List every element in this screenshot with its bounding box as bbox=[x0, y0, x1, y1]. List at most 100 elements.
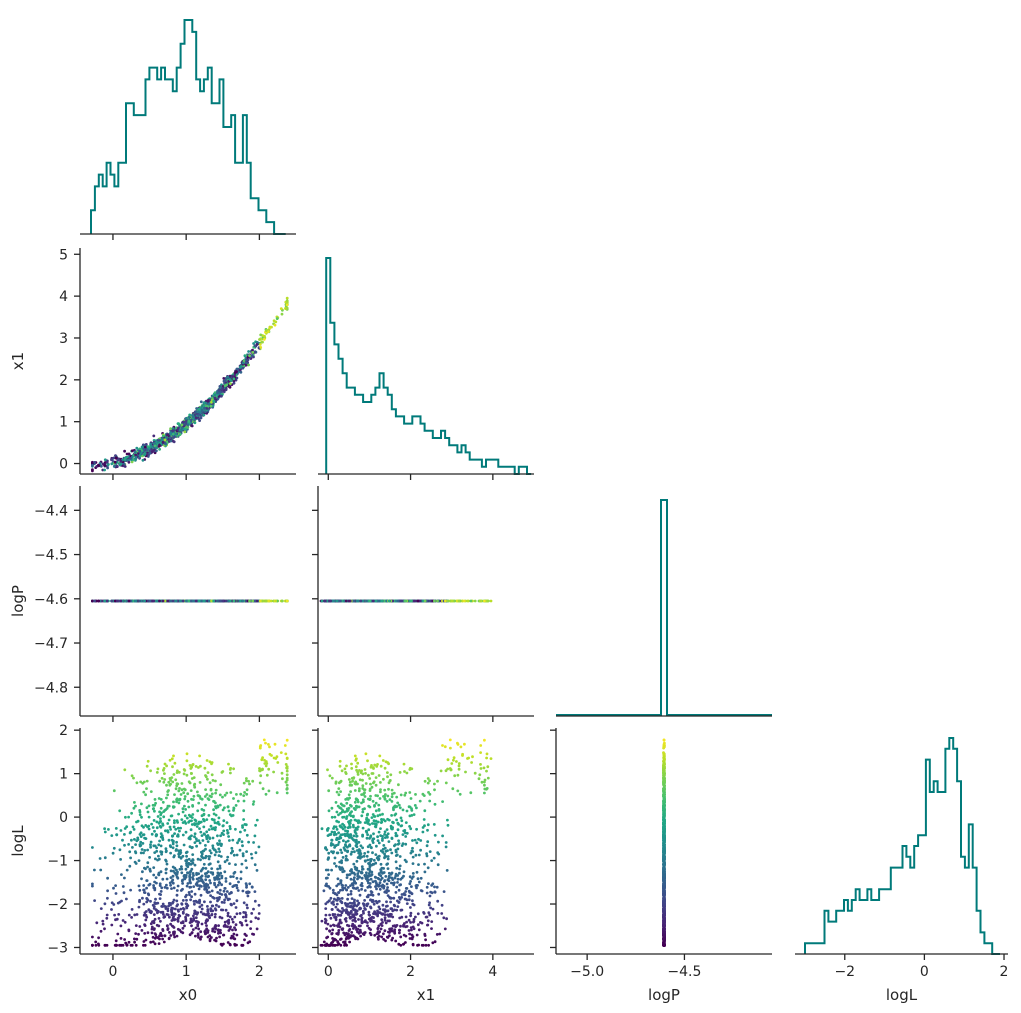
scatter-point bbox=[162, 916, 166, 919]
scatter-point bbox=[219, 783, 223, 787]
scatter-point bbox=[174, 432, 178, 436]
scatter-point bbox=[150, 832, 154, 836]
scatter-point bbox=[133, 801, 136, 804]
scatter-point bbox=[156, 767, 160, 771]
scatter-point bbox=[138, 843, 142, 846]
scatter-point bbox=[136, 838, 140, 841]
scatter-point bbox=[197, 839, 201, 842]
scatter-point bbox=[146, 865, 150, 869]
scatter-point bbox=[143, 924, 147, 927]
scatter-point bbox=[204, 775, 208, 779]
scatter-point bbox=[145, 764, 149, 768]
scatter-point bbox=[137, 884, 141, 888]
scatter-point bbox=[257, 912, 261, 915]
scatter-point bbox=[179, 793, 183, 796]
scatter-point bbox=[204, 867, 208, 870]
scatter-point bbox=[152, 807, 156, 810]
scatter-point bbox=[212, 400, 216, 403]
scatter-point bbox=[146, 892, 150, 896]
scatter-point bbox=[228, 882, 232, 886]
scatter-point bbox=[128, 850, 132, 854]
scatter-point bbox=[134, 457, 138, 461]
scatter-point bbox=[121, 885, 125, 888]
scatter-point bbox=[250, 852, 253, 856]
scatter-point bbox=[248, 354, 251, 357]
scatter-point bbox=[187, 419, 191, 423]
scatter-point bbox=[91, 469, 94, 473]
scatter-point bbox=[127, 843, 130, 846]
scatter-point bbox=[151, 826, 155, 829]
scatter-point bbox=[169, 427, 173, 431]
scatter-point bbox=[142, 851, 145, 855]
scatter-point bbox=[181, 810, 185, 814]
scatter-point bbox=[103, 856, 107, 860]
scatter-point bbox=[155, 449, 158, 453]
scatter-point bbox=[185, 816, 189, 820]
scatter-point bbox=[469, 599, 473, 603]
scatter-point bbox=[113, 460, 117, 464]
scatter-point bbox=[110, 923, 114, 927]
scatter-point bbox=[175, 893, 179, 897]
scatter-point bbox=[217, 854, 221, 857]
scatter-point bbox=[210, 827, 214, 831]
scatter-point bbox=[148, 599, 152, 603]
scatter-point bbox=[158, 897, 162, 900]
scatter-point bbox=[167, 789, 170, 792]
scatter-point bbox=[128, 864, 132, 868]
scatter-point bbox=[99, 907, 103, 910]
scatter-point bbox=[165, 862, 169, 866]
scatter-point bbox=[320, 599, 324, 603]
scatter-point bbox=[174, 599, 178, 603]
scatter-point bbox=[218, 850, 222, 853]
scatter-point bbox=[205, 759, 209, 762]
scatter-point bbox=[147, 815, 151, 819]
scatter-point bbox=[396, 599, 400, 603]
scatter-point bbox=[185, 884, 189, 888]
scatter-point bbox=[224, 877, 228, 880]
scatter-point bbox=[133, 450, 137, 454]
scatter-point bbox=[168, 599, 172, 603]
scatter-point bbox=[272, 770, 275, 774]
scatter-point bbox=[212, 808, 216, 812]
scatter-point bbox=[251, 599, 255, 603]
scatter-point bbox=[204, 844, 207, 847]
scatter-point bbox=[175, 889, 179, 892]
scatter-point bbox=[209, 881, 212, 885]
scatter-point bbox=[161, 434, 165, 438]
scatter-point bbox=[170, 909, 174, 913]
scatter-point bbox=[189, 828, 193, 832]
scatter-point bbox=[200, 922, 204, 926]
scatter-point bbox=[119, 937, 123, 940]
scatter-point bbox=[267, 767, 271, 771]
scatter-point bbox=[213, 393, 217, 397]
scatter-point bbox=[199, 935, 203, 939]
scatter-point bbox=[160, 905, 164, 908]
scatter-point bbox=[245, 850, 249, 853]
scatter-point bbox=[196, 809, 200, 813]
scatter-point bbox=[235, 376, 239, 380]
scatter-point bbox=[165, 796, 168, 800]
scatter-point bbox=[133, 838, 136, 841]
scatter-point bbox=[489, 599, 493, 603]
scatter-point bbox=[206, 840, 210, 843]
scatter-point bbox=[285, 787, 289, 790]
scatter-point bbox=[235, 853, 239, 857]
scatter-point bbox=[123, 768, 127, 772]
scatter-point bbox=[141, 833, 145, 837]
scatter-point bbox=[371, 599, 375, 603]
scatter-point bbox=[195, 407, 199, 410]
scatter-point bbox=[268, 745, 271, 749]
scatter-point bbox=[247, 350, 251, 353]
scatter-point bbox=[218, 803, 222, 807]
scatter-point bbox=[146, 810, 150, 814]
scatter-point bbox=[265, 773, 269, 777]
scatter-point bbox=[254, 823, 257, 827]
scatter-point bbox=[103, 458, 107, 462]
scatter-point bbox=[243, 791, 247, 794]
scatter-point bbox=[258, 599, 262, 603]
scatter-point bbox=[216, 821, 219, 825]
scatter-point bbox=[125, 458, 129, 462]
scatter-point bbox=[218, 793, 222, 797]
scatter-point bbox=[246, 894, 250, 898]
